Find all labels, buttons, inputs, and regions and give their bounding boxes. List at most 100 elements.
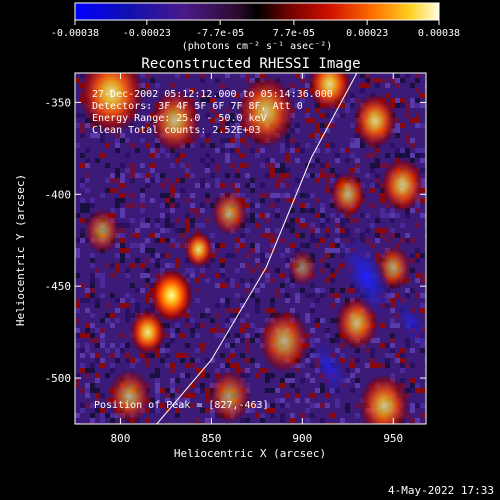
texture-cell bbox=[415, 293, 420, 298]
texture-cell bbox=[420, 153, 425, 158]
texture-cell bbox=[85, 343, 90, 348]
texture-cell bbox=[190, 383, 195, 388]
texture-cell bbox=[245, 183, 250, 188]
texture-cell bbox=[200, 158, 205, 163]
texture-cell bbox=[335, 223, 340, 228]
texture-cell bbox=[280, 143, 285, 148]
texture-cell bbox=[420, 418, 425, 423]
texture-cell bbox=[95, 268, 100, 273]
texture-cell bbox=[375, 183, 380, 188]
texture-cell bbox=[305, 203, 310, 208]
texture-cell bbox=[250, 183, 255, 188]
annotation-counts: Clean Total counts: 2.52E+03 bbox=[92, 125, 261, 136]
texture-cell bbox=[215, 273, 220, 278]
texture-cell bbox=[160, 388, 165, 393]
texture-cell bbox=[240, 323, 245, 328]
texture-cell bbox=[335, 298, 340, 303]
texture-cell bbox=[110, 353, 115, 358]
texture-cell bbox=[155, 388, 160, 393]
texture-cell bbox=[265, 308, 270, 313]
texture-cell bbox=[360, 223, 365, 228]
colorbar-tick-label: -0.00038 bbox=[51, 28, 99, 39]
texture-cell bbox=[270, 378, 275, 383]
texture-cell bbox=[190, 183, 195, 188]
texture-cell bbox=[250, 358, 255, 363]
texture-cell bbox=[160, 173, 165, 178]
texture-cell bbox=[355, 378, 360, 383]
texture-cell bbox=[75, 413, 80, 418]
texture-cell bbox=[265, 363, 270, 368]
texture-cell bbox=[215, 248, 220, 253]
texture-cell bbox=[190, 333, 195, 338]
texture-cell bbox=[245, 173, 250, 178]
texture-cell bbox=[345, 368, 350, 373]
texture-cell bbox=[105, 373, 110, 378]
texture-cell bbox=[390, 228, 395, 233]
texture-cell bbox=[115, 133, 120, 138]
texture-cell bbox=[210, 233, 215, 238]
texture-cell bbox=[330, 213, 335, 218]
texture-cell bbox=[185, 88, 190, 93]
texture-cell bbox=[245, 288, 250, 293]
texture-cell bbox=[300, 83, 305, 88]
texture-cell bbox=[185, 373, 190, 378]
texture-cell bbox=[305, 208, 310, 213]
colorbar-tick-label: -0.00023 bbox=[123, 28, 171, 39]
texture-cell bbox=[285, 198, 290, 203]
texture-cell bbox=[260, 413, 265, 418]
texture-cell bbox=[245, 313, 250, 318]
texture-cell bbox=[380, 233, 385, 238]
texture-cell bbox=[175, 328, 180, 333]
texture-cell bbox=[90, 253, 95, 258]
texture-cell bbox=[200, 283, 205, 288]
texture-cell bbox=[220, 148, 225, 153]
texture-cell bbox=[160, 238, 165, 243]
texture-cell bbox=[325, 188, 330, 193]
texture-cell bbox=[200, 208, 205, 213]
heatmap-area bbox=[75, 73, 426, 424]
texture-cell bbox=[320, 248, 325, 253]
texture-cell bbox=[105, 178, 110, 183]
texture-cell bbox=[410, 103, 415, 108]
texture-cell bbox=[375, 363, 380, 368]
texture-cell bbox=[255, 298, 260, 303]
texture-cell bbox=[105, 163, 110, 168]
texture-cell bbox=[155, 148, 160, 153]
texture-cell bbox=[325, 263, 330, 268]
texture-cell bbox=[330, 293, 335, 298]
texture-cell bbox=[210, 293, 215, 298]
texture-cell bbox=[215, 123, 220, 128]
texture-cell bbox=[215, 243, 220, 248]
texture-cell bbox=[80, 218, 85, 223]
texture-cell bbox=[170, 388, 175, 393]
texture-cell bbox=[350, 218, 355, 223]
texture-cell bbox=[140, 178, 145, 183]
texture-cell bbox=[280, 228, 285, 233]
texture-cell bbox=[285, 168, 290, 173]
texture-cell bbox=[350, 103, 355, 108]
texture-cell bbox=[330, 268, 335, 273]
texture-cell bbox=[230, 278, 235, 283]
texture-cell bbox=[190, 208, 195, 213]
texture-cell bbox=[375, 148, 380, 153]
texture-cell bbox=[300, 193, 305, 198]
texture-cell bbox=[205, 358, 210, 363]
texture-cell bbox=[235, 338, 240, 343]
texture-cell bbox=[155, 153, 160, 158]
texture-cell bbox=[405, 148, 410, 153]
texture-cell bbox=[360, 88, 365, 93]
texture-cell bbox=[415, 253, 420, 258]
texture-cell bbox=[270, 373, 275, 378]
texture-cell bbox=[345, 218, 350, 223]
texture-cell bbox=[195, 378, 200, 383]
texture-cell bbox=[295, 298, 300, 303]
texture-cell bbox=[145, 123, 150, 128]
texture-cell bbox=[100, 153, 105, 158]
texture-cell bbox=[245, 198, 250, 203]
texture-cell bbox=[350, 168, 355, 173]
texture-cell bbox=[410, 138, 415, 143]
texture-cell bbox=[410, 403, 415, 408]
texture-cell bbox=[400, 348, 405, 353]
footer-date: 4-May-2022 17:33 bbox=[388, 484, 494, 497]
texture-cell bbox=[230, 308, 235, 313]
